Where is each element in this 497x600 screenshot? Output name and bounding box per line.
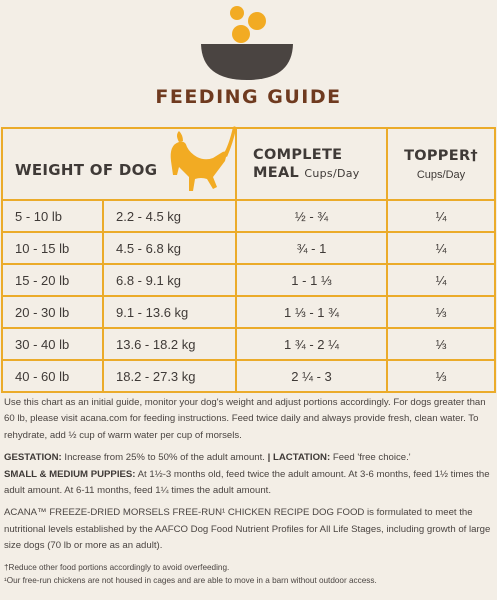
weight-kg-cell: 6.8 - 9.1 kg [101, 263, 238, 297]
topper-unit-label: Cups/Day [416, 169, 466, 181]
morsel-icon [232, 25, 250, 43]
gestation-text: Increase from 25% to 50% of the adult am… [64, 452, 265, 464]
weight-kg-cell: 4.5 - 6.8 kg [101, 231, 238, 265]
weight-header: WEIGHT OF DOG [0, 126, 238, 201]
weight-lb-cell: 5 - 10 lb [1, 199, 104, 233]
puppies-label: SMALL & MEDIUM PUPPIES: [4, 468, 136, 480]
table-row: 5 - 10 lb 2.2 - 4.5 kg ½ - ¾ ¼ [1, 199, 497, 233]
meal-amount-cell: ½ - ¾ [235, 199, 389, 233]
meal-amount-cell: 2 ¼ - 3 [235, 359, 389, 393]
bowl-icon [201, 44, 293, 80]
puppies-text: At 1½-3 months old, feed twice the adult… [4, 468, 490, 497]
complete-meal-header: COMPLETE MEAL Cups/Day [235, 127, 389, 201]
weight-header-label: WEIGHT OF DOG [15, 161, 158, 179]
topper-amount-cell: ⅓ [386, 295, 497, 329]
page-title: FEEDING GUIDE [155, 86, 342, 108]
lactation-label: | LACTATION: [267, 452, 331, 464]
weight-kg-cell: 2.2 - 4.5 kg [101, 199, 238, 233]
topper-amount-cell: ¼ [386, 199, 497, 233]
topper-header: TOPPER† Cups/Day [386, 127, 497, 201]
weight-lb-cell: 40 - 60 lb [1, 359, 104, 393]
table-row: 15 - 20 lb 6.8 - 9.1 kg 1 - 1 ⅓ ¼ [1, 263, 497, 297]
table-row: 10 - 15 lb 4.5 - 6.8 kg ¾ - 1 ¼ [1, 231, 497, 265]
food-bowl-logo [201, 6, 293, 80]
footnote-free-run: ¹Our free-run chickens are not housed in… [4, 575, 377, 585]
weight-lb-cell: 15 - 20 lb [1, 263, 104, 297]
weight-kg-cell: 9.1 - 13.6 kg [101, 295, 238, 329]
topper-amount-cell: ¼ [386, 263, 497, 297]
weight-lb-cell: 10 - 15 lb [1, 231, 104, 265]
topper-amount-cell: ⅓ [386, 327, 497, 361]
meal-header-line1: COMPLETE [253, 146, 343, 163]
table-row: 20 - 30 lb 9.1 - 13.6 kg 1 ⅓ - 1 ¾ ⅓ [1, 295, 497, 329]
morsel-icon [248, 12, 266, 30]
aafco-statement: ACANA™ FREEZE-DRIED MORSELS FREE-RUN¹ CH… [4, 507, 491, 552]
feeding-notes: Use this chart as an initial guide, moni… [4, 395, 492, 587]
topper-amount-cell: ¼ [386, 231, 497, 265]
meal-header-line2: MEAL [253, 164, 300, 181]
weight-kg-cell: 18.2 - 27.3 kg [101, 359, 238, 393]
weight-lb-cell: 30 - 40 lb [1, 327, 104, 361]
weight-lb-cell: 20 - 30 lb [1, 295, 104, 329]
meal-amount-cell: ¾ - 1 [235, 231, 389, 265]
table-row: 30 - 40 lb 13.6 - 18.2 kg 1 ¾ - 2 ¼ ⅓ [1, 327, 497, 361]
footnotes: †Reduce other food portions accordingly … [4, 561, 492, 587]
meal-amount-cell: 1 ¾ - 2 ¼ [235, 327, 389, 361]
feeding-table: WEIGHT OF DOG COMPLETE MEAL Cups/Day TO [0, 126, 497, 393]
dog-icon [170, 126, 236, 191]
weight-kg-cell: 13.6 - 18.2 kg [101, 327, 238, 361]
gestation-label: GESTATION: [4, 452, 62, 464]
lactation-text: Feed 'free choice.' [332, 452, 411, 464]
intro-paragraph: Use this chart as an initial guide, moni… [4, 397, 486, 441]
morsel-icon [230, 6, 244, 20]
topper-header-label: TOPPER† [404, 148, 478, 164]
footnote-topper: †Reduce other food portions accordingly … [4, 562, 230, 572]
topper-amount-cell: ⅓ [386, 359, 497, 393]
gestation-paragraph: GESTATION: Increase from 25% to 50% of t… [4, 450, 492, 499]
table-header-row: WEIGHT OF DOG COMPLETE MEAL Cups/Day TO [0, 126, 497, 201]
meal-amount-cell: 1 ⅓ - 1 ¾ [235, 295, 389, 329]
table-row: 40 - 60 lb 18.2 - 27.3 kg 2 ¼ - 3 ⅓ [1, 359, 497, 393]
meal-unit-label: Cups/Day [304, 166, 360, 180]
meal-amount-cell: 1 - 1 ⅓ [235, 263, 389, 297]
